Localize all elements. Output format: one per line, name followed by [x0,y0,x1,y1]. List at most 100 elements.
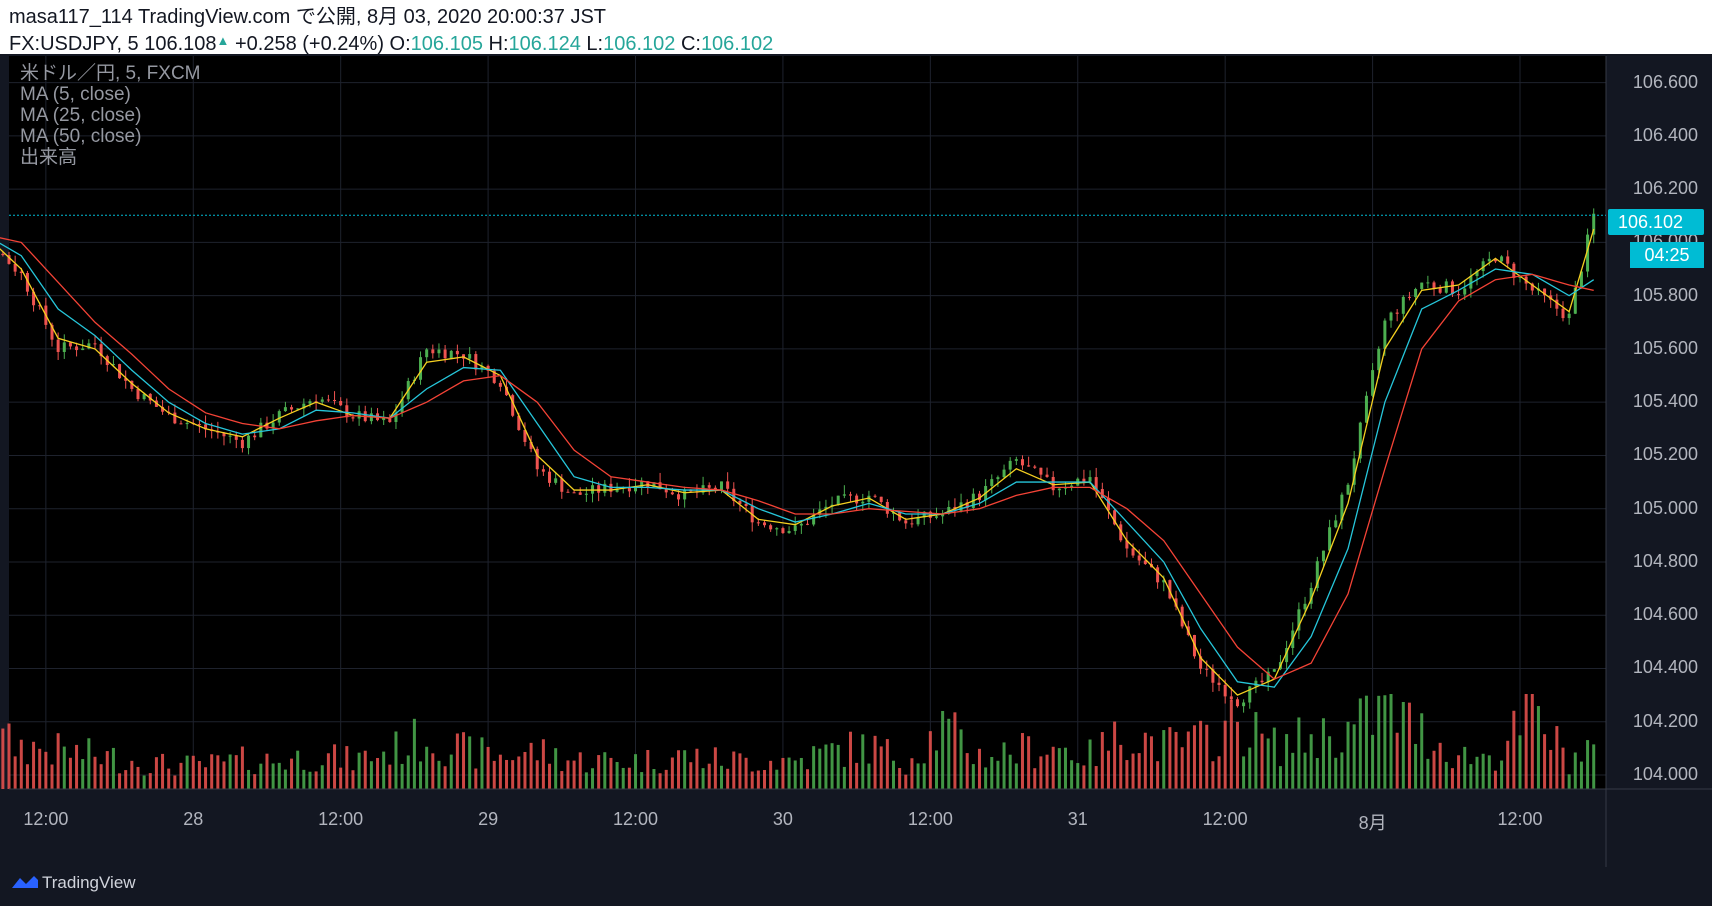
candle-body [283,407,287,412]
candle-body [265,422,269,429]
legend-ma50[interactable]: MA (50, close) [20,126,142,147]
candle-body [1401,296,1405,314]
volume-bar [210,754,214,789]
volume-bar [1285,734,1289,789]
candle-body [941,513,945,517]
volume-bar [369,761,373,789]
volume-bar [1143,732,1147,789]
candle-body [1432,282,1436,289]
volume-bar [664,769,668,789]
volume-bar [382,751,386,789]
volume-bar [1481,753,1485,789]
candle-body [1573,287,1577,314]
volume-bar [1469,764,1473,789]
candle-body [19,271,23,273]
price-tick-label: 104.800 [1632,550,1698,571]
volume-bar [953,712,957,789]
candle-body [523,429,527,442]
candle-body [38,305,42,307]
legend-ma5[interactable]: MA (5, close) [20,84,131,105]
candle-body [1057,488,1061,491]
candle-body [1143,560,1147,565]
legend-volume[interactable]: 出来高 [20,147,78,168]
candle-body [627,487,631,492]
volume-bar [1217,756,1221,789]
candle-body [763,522,767,526]
chart-header: masa117_114 TradingView.com で公開, 8月 03, … [0,0,1712,55]
candle-body [326,399,330,401]
candle-body [425,349,429,358]
volume-bar [965,753,969,789]
volume-bar [111,747,115,789]
candle-body [842,494,846,496]
volume-bar [1260,733,1264,789]
volume-bar [1162,730,1166,789]
volume-bar [38,748,42,789]
candle-body [1303,603,1307,610]
candle-body [806,523,809,525]
candle-body [1352,458,1356,485]
candle-body [1039,467,1043,475]
time-tick-label: 12:00 [612,809,659,829]
volume-bar [1530,694,1534,789]
price-chart[interactable] [0,54,1712,867]
price-tick-label: 104.600 [1632,604,1698,625]
candle-body [1543,288,1547,296]
candle-body [185,422,189,425]
candle-body [68,342,72,347]
volume-bar [376,757,380,789]
candle-body [25,272,29,292]
volume-bar [124,770,128,789]
candle-body [1014,459,1018,461]
volume-bar [1512,710,1516,789]
volume-bar [240,746,244,789]
volume-bar [763,770,767,789]
volume-bar [283,769,287,789]
volume-bar [658,773,662,789]
volume-bar [517,756,521,789]
volume-bar [713,747,717,789]
candle-body [560,478,564,492]
volume-bar [1561,747,1565,789]
volume-bar [148,773,152,789]
volume-bar [529,742,533,789]
candle-body [62,342,66,352]
volume-bar [1500,760,1504,789]
volume-bar [68,757,72,789]
tradingview-brand[interactable]: TradingView [42,873,136,892]
candle-body [1223,684,1227,697]
candle-body [578,492,582,495]
candle-body [873,495,877,497]
volume-bar [81,759,85,789]
volume-bar [1266,738,1270,789]
candle-body [1217,682,1221,685]
volume-bar [726,768,730,789]
volume-bar [867,763,871,789]
volume-bar [105,751,109,789]
legend-instrument[interactable]: 米ドル／円, 5, FXCM [20,63,201,84]
volume-bar [419,761,423,789]
legend-ma25[interactable]: MA (25, close) [20,105,142,126]
candle-body [161,406,165,412]
volume-bar [670,757,674,789]
volume-bar [462,732,466,789]
volume-bar [971,764,975,789]
candle-body [111,364,115,366]
candle-body [836,495,840,505]
tradingview-logo-icon[interactable] [10,872,40,892]
candle-body [756,522,760,524]
candle-body [1481,261,1485,272]
volume-bar [1057,748,1061,789]
price-tick-label: 104.400 [1632,657,1698,678]
volume-bar [1518,735,1522,789]
volume-bar [1278,766,1282,789]
volume-bar [118,773,122,789]
volume-bar [191,755,195,789]
volume-bar [861,734,865,789]
volume-bar [578,752,582,789]
volume-bar [136,766,140,789]
volume-bar [1395,732,1399,789]
volume-bar [87,738,91,789]
volume-bar [1113,721,1117,789]
candle-body [1082,478,1086,482]
